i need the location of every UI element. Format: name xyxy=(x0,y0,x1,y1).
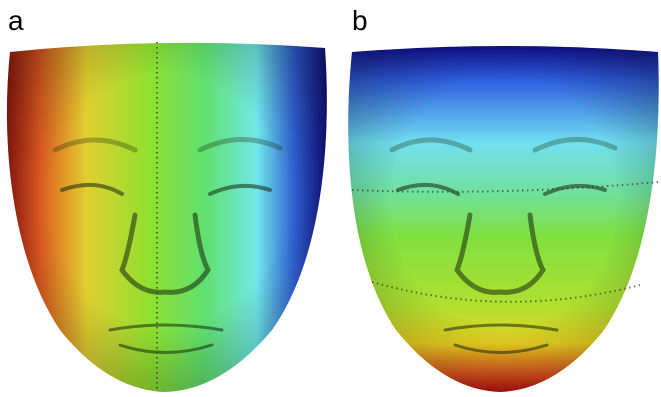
face-b xyxy=(348,46,659,392)
panel-label: a xyxy=(8,5,24,36)
face-a xyxy=(7,42,327,392)
face-shading xyxy=(7,43,327,392)
face-shading xyxy=(348,46,659,392)
figure: a b xyxy=(0,0,661,397)
panel-label: b xyxy=(352,5,368,36)
